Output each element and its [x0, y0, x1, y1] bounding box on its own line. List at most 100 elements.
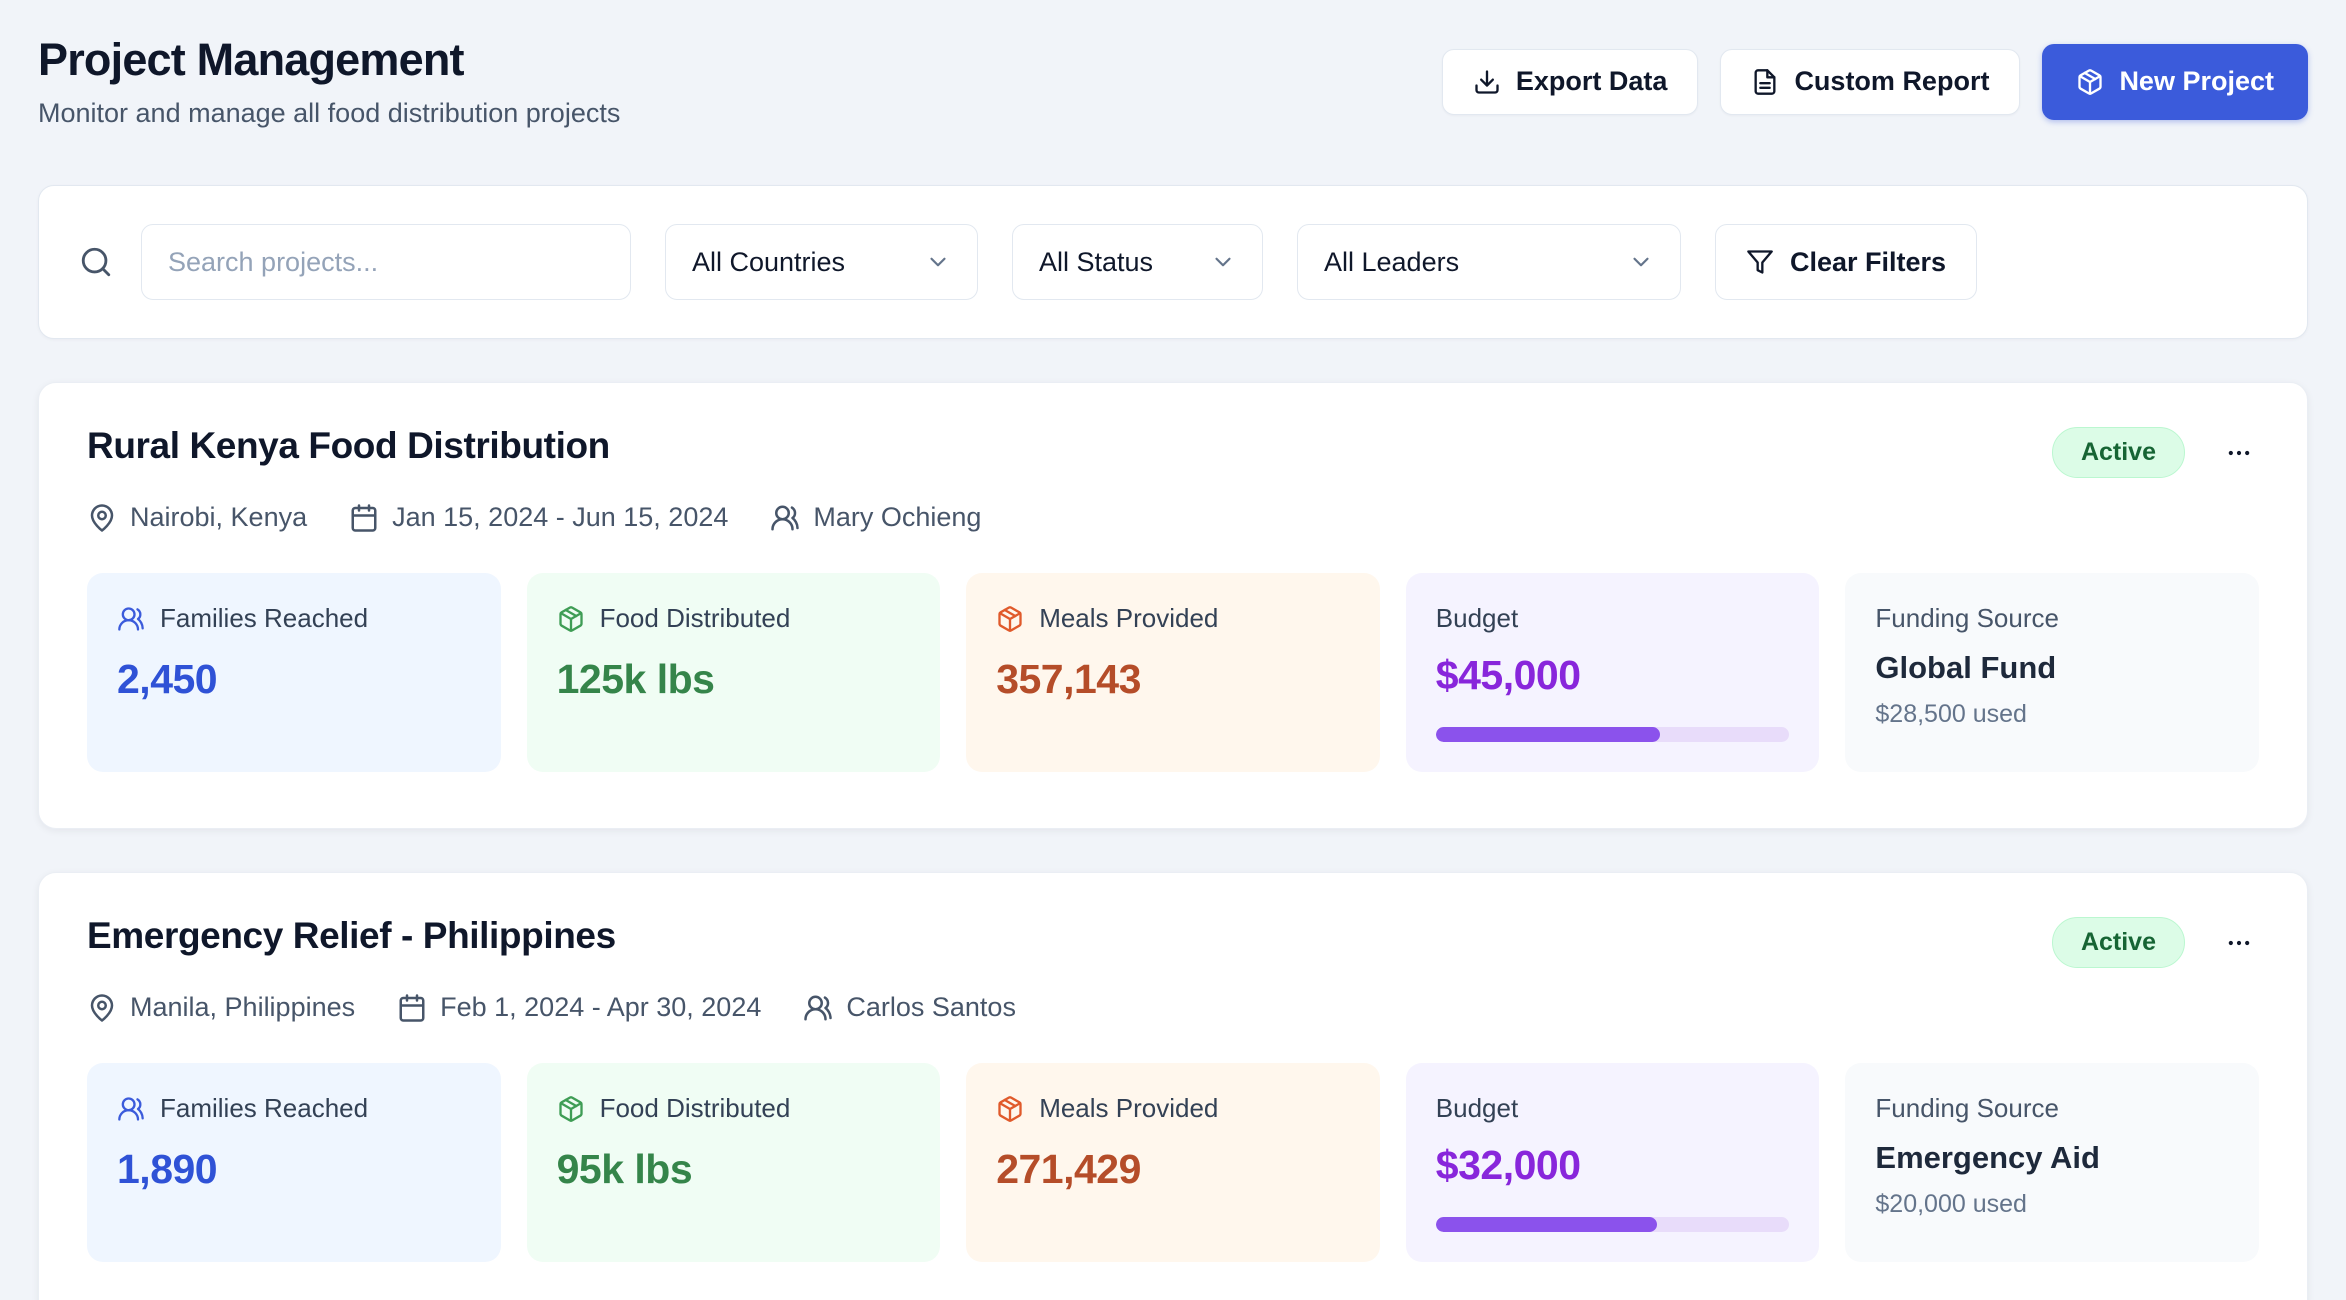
meals-provided-label: Meals Provided: [1039, 603, 1219, 633]
meals-provided-label: Meals Provided: [1039, 1093, 1219, 1123]
status-badge: Active: [2051, 917, 2185, 968]
page-heading-block: Project Management Monitor and manage al…: [38, 34, 620, 129]
project-location-text: Manila, Philippines: [130, 992, 356, 1022]
funding-source-stat: Funding Source Global Fund $28,500 used: [1845, 573, 2259, 772]
food-distributed-value: 95k lbs: [556, 1146, 693, 1192]
more-options-button[interactable]: [2219, 439, 2259, 467]
food-distributed-label-row: Food Distributed: [557, 603, 911, 634]
header-actions: Export Data Custom Report New Project: [1441, 43, 2308, 120]
chevron-down-icon: [1628, 249, 1654, 275]
project-location: Manila, Philippines: [87, 992, 355, 1023]
page-header: Project Management Monitor and manage al…: [38, 34, 2308, 129]
families-reached-value: 2,450: [117, 656, 218, 702]
project-dates-text: Feb 1, 2024 - Apr 30, 2024: [440, 992, 762, 1022]
custom-report-label: Custom Report: [1794, 66, 1990, 96]
project-dates: Jan 15, 2024 - Jun 15, 2024: [349, 502, 728, 533]
project-card-actions: Active: [2051, 917, 2259, 968]
funding-used-text: $20,000 used: [1875, 1190, 2027, 1218]
calendar-icon: [397, 993, 427, 1023]
clear-filters-label: Clear Filters: [1790, 246, 1947, 277]
search-input[interactable]: [141, 224, 631, 300]
map-pin-icon: [87, 503, 117, 533]
leader-filter-value: All Leaders: [1324, 246, 1460, 277]
status-filter-value: All Status: [1039, 246, 1154, 277]
project-card-header: Rural Kenya Food Distribution Active: [87, 425, 2259, 478]
budget-progress-track: [1435, 1217, 1790, 1232]
filter-funnel-icon: [1746, 248, 1774, 276]
country-filter-dropdown[interactable]: All Countries: [665, 224, 978, 300]
page-subtitle: Monitor and manage all food distribution…: [38, 98, 621, 128]
project-leader-text: Carlos Santos: [846, 992, 1016, 1022]
budget-value: $32,000: [1435, 1142, 1581, 1188]
food-distributed-label: Food Distributed: [599, 1093, 791, 1123]
project-leader-text: Mary Ochieng: [813, 502, 982, 532]
meals-provided-value: 357,143: [996, 656, 1141, 702]
status-badge: Active: [2051, 427, 2185, 478]
food-distributed-label: Food Distributed: [599, 603, 791, 633]
meals-provided-value: 271,429: [996, 1146, 1141, 1192]
more-options-button[interactable]: [2219, 929, 2259, 957]
project-leader: Carlos Santos: [803, 992, 1016, 1023]
new-project-button[interactable]: New Project: [2042, 43, 2308, 120]
package-icon: [2076, 68, 2104, 96]
budget-stat: Budget $32,000: [1405, 1063, 1820, 1262]
budget-progress-fill: [1435, 727, 1660, 742]
users-icon: [117, 605, 145, 633]
new-project-label: New Project: [2119, 66, 2274, 96]
meals-provided-stat: Meals Provided 357,143: [966, 573, 1380, 772]
funding-source-value: Global Fund: [1875, 650, 2057, 685]
filter-bar: All Countries All Status All Leaders Cle…: [38, 185, 2308, 339]
country-filter-value: All Countries: [692, 246, 846, 277]
package-icon: [557, 605, 585, 633]
meals-provided-stat: Meals Provided 271,429: [966, 1063, 1380, 1262]
chevron-down-icon: [925, 249, 951, 275]
package-icon: [996, 605, 1024, 633]
project-location: Nairobi, Kenya: [87, 502, 307, 533]
food-distributed-label-row: Food Distributed: [557, 1093, 911, 1124]
map-pin-icon: [87, 993, 117, 1023]
users-icon: [117, 1095, 145, 1123]
funding-source-label: Funding Source: [1875, 603, 2059, 633]
project-card: Rural Kenya Food Distribution Active Nai…: [38, 382, 2308, 829]
project-title: Emergency Relief - Philippines: [87, 915, 616, 956]
ellipsis-icon: [2228, 450, 2250, 455]
project-stats-row: Families Reached 2,450 Food Distributed …: [87, 573, 2259, 772]
project-dates-text: Jan 15, 2024 - Jun 15, 2024: [392, 502, 729, 532]
package-icon: [557, 1095, 585, 1123]
project-location-text: Nairobi, Kenya: [130, 502, 308, 532]
budget-stat: Budget $45,000: [1405, 573, 1820, 772]
budget-label: Budget: [1435, 603, 1519, 633]
food-distributed-stat: Food Distributed 95k lbs: [526, 1063, 941, 1262]
download-icon: [1473, 68, 1501, 96]
project-meta-row: Nairobi, Kenya Jan 15, 2024 - Jun 15, 20…: [87, 502, 2259, 533]
food-distributed-stat: Food Distributed 125k lbs: [526, 573, 941, 772]
export-data-label: Export Data: [1515, 66, 1668, 96]
project-card-actions: Active: [2051, 427, 2259, 478]
users-icon: [770, 503, 800, 533]
families-reached-label-row: Families Reached: [117, 1093, 471, 1124]
food-distributed-value: 125k lbs: [556, 656, 715, 702]
budget-label: Budget: [1435, 1093, 1519, 1123]
search-icon: [79, 245, 113, 279]
funding-used-text: $28,500 used: [1875, 700, 2027, 728]
budget-value: $45,000: [1435, 652, 1581, 698]
families-reached-label: Families Reached: [160, 603, 369, 633]
project-leader: Mary Ochieng: [770, 502, 981, 533]
project-card: Emergency Relief - Philippines Active Ma…: [38, 872, 2308, 1300]
export-data-button[interactable]: Export Data: [1441, 48, 1699, 115]
leader-filter-dropdown[interactable]: All Leaders: [1297, 224, 1681, 300]
budget-progress-fill: [1435, 1217, 1657, 1232]
calendar-icon: [349, 503, 379, 533]
custom-report-button[interactable]: Custom Report: [1720, 48, 2021, 115]
chevron-down-icon: [1210, 249, 1236, 275]
funding-source-stat: Funding Source Emergency Aid $20,000 use…: [1845, 1063, 2259, 1262]
clear-filters-button[interactable]: Clear Filters: [1715, 224, 1978, 300]
status-filter-dropdown[interactable]: All Status: [1012, 224, 1263, 300]
families-reached-label: Families Reached: [160, 1093, 369, 1123]
funding-source-value: Emergency Aid: [1875, 1140, 2100, 1175]
users-icon: [803, 993, 833, 1023]
families-reached-label-row: Families Reached: [117, 603, 471, 634]
families-reached-value: 1,890: [117, 1146, 218, 1192]
families-reached-stat: Families Reached 2,450: [87, 573, 501, 772]
